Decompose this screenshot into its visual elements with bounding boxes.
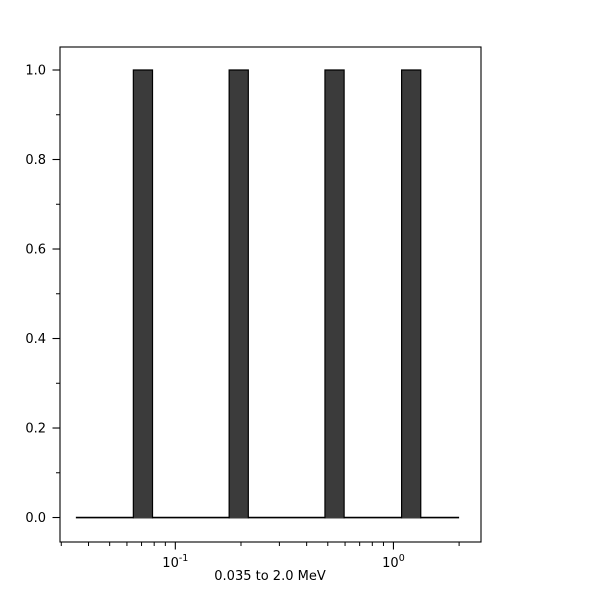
y-tick-label: 0.8 (25, 153, 46, 168)
axes-frame-group (59, 46, 482, 543)
histogram-bar (324, 69, 345, 519)
y-tick-label: 0.4 (25, 332, 46, 347)
x-tick-label: 100 (382, 553, 405, 571)
x-axis-ticks-group (60, 542, 460, 550)
axes-frame (59, 46, 482, 543)
y-tick-label: 0.0 (25, 511, 46, 526)
y-tick-label: 1.0 (25, 64, 46, 79)
histogram-bar (401, 69, 422, 519)
y-axis-ticks-group (52, 69, 60, 519)
y-tick-label: 0.2 (25, 422, 46, 437)
histogram-bar (228, 69, 249, 519)
x-axis-ticklabels-group: 10-1 100 (162, 553, 404, 571)
x-tick-label: 10-1 (162, 553, 188, 571)
x-axis-label: 0.035 to 2.0 MeV (214, 569, 326, 584)
y-tick-label: 0.6 (25, 243, 46, 258)
histogram-bar (132, 69, 154, 519)
y-axis-ticklabels-group: 0.0 0.2 0.4 0.6 0.8 1.0 (25, 64, 46, 527)
histogram-bars-group (132, 69, 422, 519)
